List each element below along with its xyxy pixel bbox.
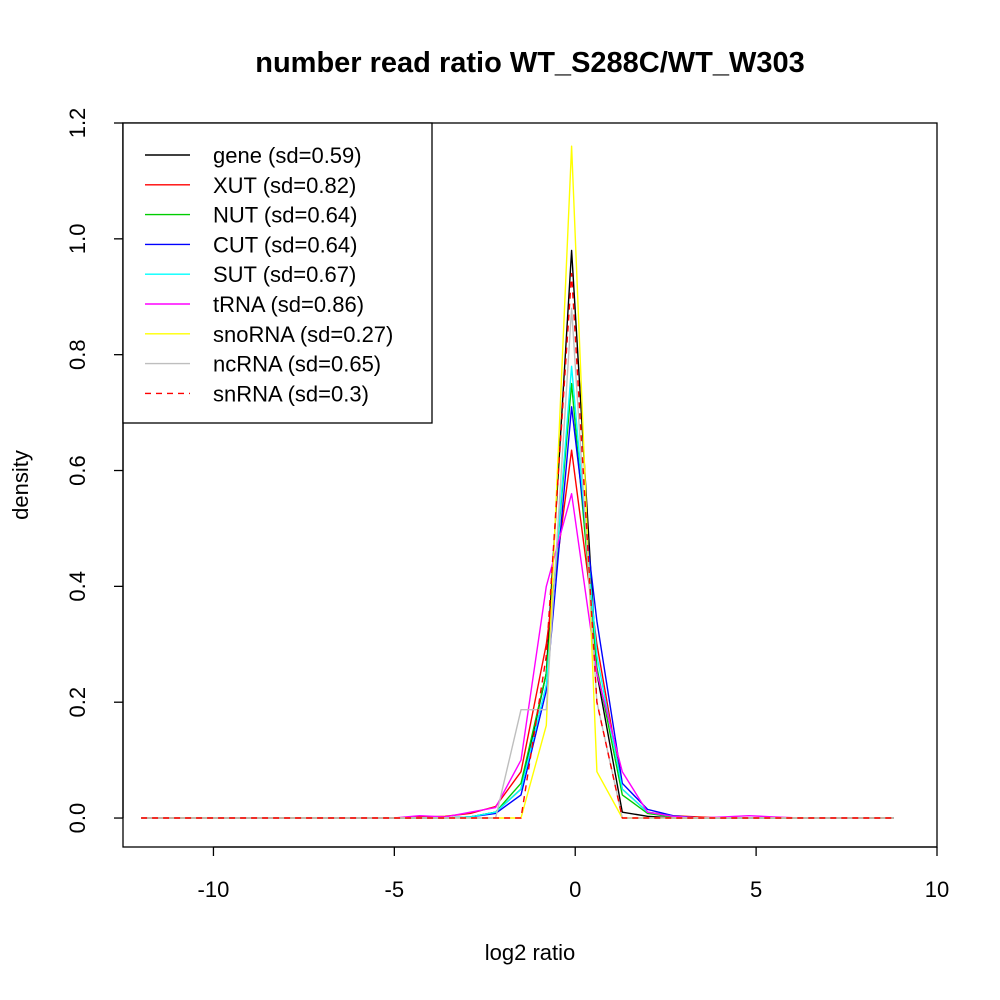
x-tick-label: 0 bbox=[569, 877, 581, 902]
legend-label-4: SUT (sd=0.67) bbox=[213, 262, 356, 287]
y-tick-label: 0.2 bbox=[65, 687, 90, 718]
legend-label-7: ncRNA (sd=0.65) bbox=[213, 352, 381, 377]
legend-box bbox=[122, 122, 433, 424]
series-line-4 bbox=[141, 365, 894, 819]
y-tick-label: 1.2 bbox=[65, 108, 90, 139]
axes-layer: -10 -5 0 5 10 0.0 0.2 0.4 0.6 0.8 1.0 1.2 bbox=[65, 108, 949, 902]
series-layer bbox=[141, 145, 894, 819]
x-tick-label: -10 bbox=[198, 877, 230, 902]
y-tick-label: 0.0 bbox=[65, 803, 90, 834]
series-line-3 bbox=[141, 406, 894, 819]
legend-label-3: CUT (sd=0.64) bbox=[213, 232, 357, 257]
legend: gene (sd=0.59) XUT (sd=0.82) NUT (sd=0.64)… bbox=[122, 122, 433, 424]
chart-title: number read ratio WT_S288C/WT_W303 bbox=[255, 47, 805, 79]
x-tick-label: -5 bbox=[385, 877, 405, 902]
legend-label-1: XUT (sd=0.82) bbox=[213, 173, 356, 198]
x-axis-label: log2 ratio bbox=[485, 940, 576, 965]
legend-label-2: NUT (sd=0.64) bbox=[213, 203, 357, 228]
y-tick-label: 0.8 bbox=[65, 339, 90, 370]
y-tick-label: 1.0 bbox=[65, 224, 90, 255]
y-tick-label: 0.4 bbox=[65, 571, 90, 602]
x-tick-label: 5 bbox=[750, 877, 762, 902]
series-line-8 bbox=[141, 272, 894, 819]
legend-label-6: snoRNA (sd=0.27) bbox=[213, 322, 393, 347]
legend-label-5: tRNA (sd=0.86) bbox=[213, 292, 364, 317]
y-axis-label: density bbox=[8, 450, 33, 520]
legend-label-8: snRNA (sd=0.3) bbox=[213, 381, 369, 406]
y-tick-label: 0.6 bbox=[65, 455, 90, 486]
x-tick-label: 10 bbox=[925, 877, 949, 902]
legend-label-0: gene (sd=0.59) bbox=[213, 143, 362, 168]
series-line-2 bbox=[141, 382, 894, 819]
series-line-1 bbox=[141, 449, 894, 819]
series-line-5 bbox=[141, 493, 894, 819]
